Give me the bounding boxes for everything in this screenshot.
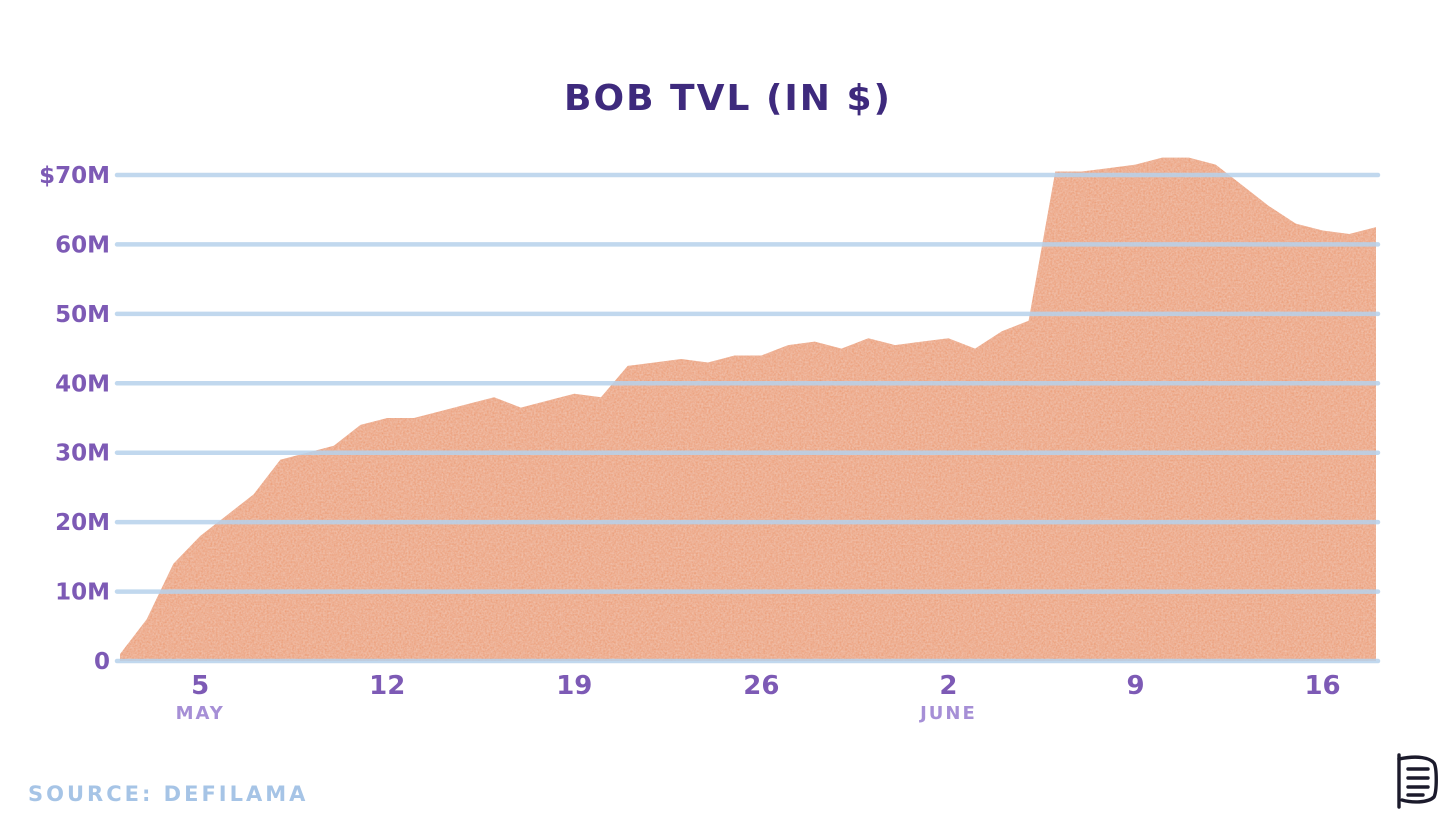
chart-title: BOB TVL (IN $): [564, 78, 892, 119]
axis-labels: $70M 60M 50M 40M 30M 20M 10M 0 5 12 19 26 2 9 16 MAY JUN…: [39, 163, 1341, 724]
tvl-area: [120, 157, 1376, 661]
month-label: MAY: [176, 703, 225, 724]
y-tick-label: 50M: [55, 302, 110, 328]
y-tick-label: 30M: [55, 441, 110, 467]
y-tick-label: 20M: [55, 510, 110, 536]
y-tick-label: 0: [94, 649, 110, 675]
y-tick-label: 40M: [55, 371, 110, 397]
gridlines: [114, 172, 1381, 664]
month-label: JUNE: [918, 703, 977, 724]
y-tick-label: 10M: [55, 580, 110, 606]
y-tick-label: $70M: [39, 163, 110, 189]
area-series: [120, 157, 1376, 661]
x-tick-label: 9: [1126, 671, 1144, 701]
x-tick-label: 26: [743, 671, 779, 701]
y-tick-label: 60M: [55, 232, 110, 258]
x-tick-label: 5: [191, 671, 209, 701]
x-tick-label: 2: [939, 671, 957, 701]
x-tick-label: 19: [556, 671, 592, 701]
x-tick-label: 16: [1304, 671, 1340, 701]
x-tick-label: 12: [369, 671, 405, 701]
source-label: SOURCE: DEFILAMA: [28, 782, 309, 806]
brand-logo: [1397, 753, 1438, 809]
